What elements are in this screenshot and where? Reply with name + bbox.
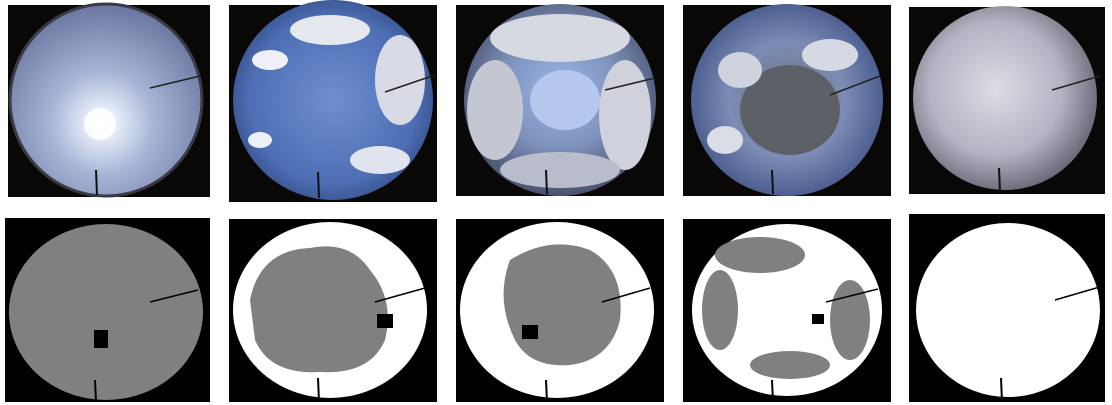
sky-image (909, 6, 1105, 194)
sky-image (456, 4, 664, 196)
segmentation-mask (683, 219, 891, 403)
segmentation-mask (909, 214, 1105, 403)
segmentation-mask (5, 218, 210, 403)
segmentation-mask (229, 219, 437, 403)
sky-image (8, 2, 210, 198)
sky-image (683, 4, 891, 196)
sky-image (229, 0, 437, 202)
segmentation-mask (456, 219, 664, 403)
